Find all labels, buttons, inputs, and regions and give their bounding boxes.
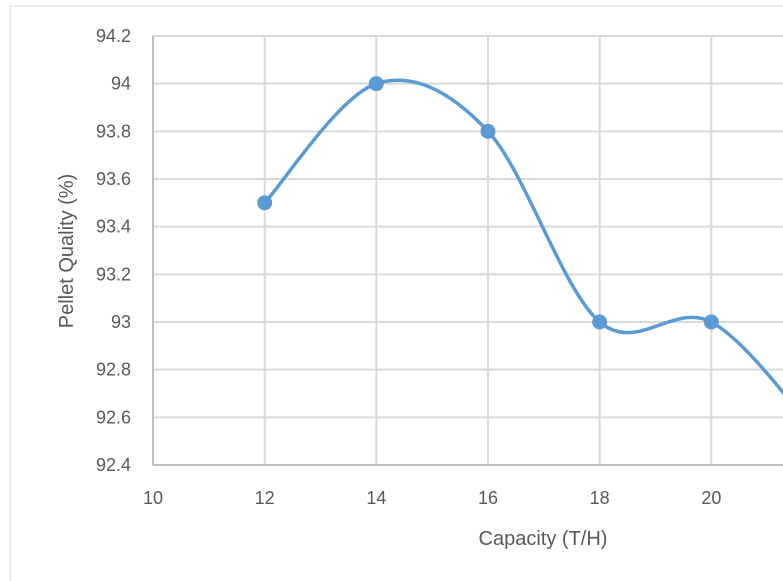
x-tick-label: 18 xyxy=(590,488,610,508)
chart-frame xyxy=(9,5,783,581)
x-axis-title: Capacity (T/H) xyxy=(479,528,608,550)
y-axis-title: Pellet Quality (%) xyxy=(56,174,78,329)
x-tick-label: 10 xyxy=(143,488,163,508)
y-tick-label: 93.6 xyxy=(96,169,131,189)
y-tick-label: 92.8 xyxy=(96,360,131,380)
y-tick-label: 94 xyxy=(111,74,131,94)
tick-labels: 94.2 94 93.8 93.6 93.4 93.2 93 92.8 92.6 92.4 10 12… xyxy=(96,26,721,508)
x-tick-label: 20 xyxy=(701,488,721,508)
y-tick-label: 93.2 xyxy=(96,264,131,284)
y-tick-label: 92.6 xyxy=(96,407,131,427)
x-tick-label: 14 xyxy=(366,488,386,508)
y-tick-label: 92.4 xyxy=(96,455,131,475)
axes xyxy=(152,36,783,466)
data-point xyxy=(480,123,496,139)
y-tick-label: 93.4 xyxy=(96,217,131,237)
data-point xyxy=(703,314,719,330)
data-point xyxy=(592,314,608,330)
series-line xyxy=(262,78,783,396)
y-tick-label: 94.2 xyxy=(96,26,131,46)
data-point xyxy=(368,76,384,92)
data-point xyxy=(257,195,273,211)
y-tick-label: 93.8 xyxy=(96,121,131,141)
x-tick-label: 12 xyxy=(255,488,275,508)
series xyxy=(257,76,783,396)
x-tick-label: 16 xyxy=(478,488,498,508)
grid-lines xyxy=(153,35,783,465)
y-tick-label: 93 xyxy=(111,312,131,332)
